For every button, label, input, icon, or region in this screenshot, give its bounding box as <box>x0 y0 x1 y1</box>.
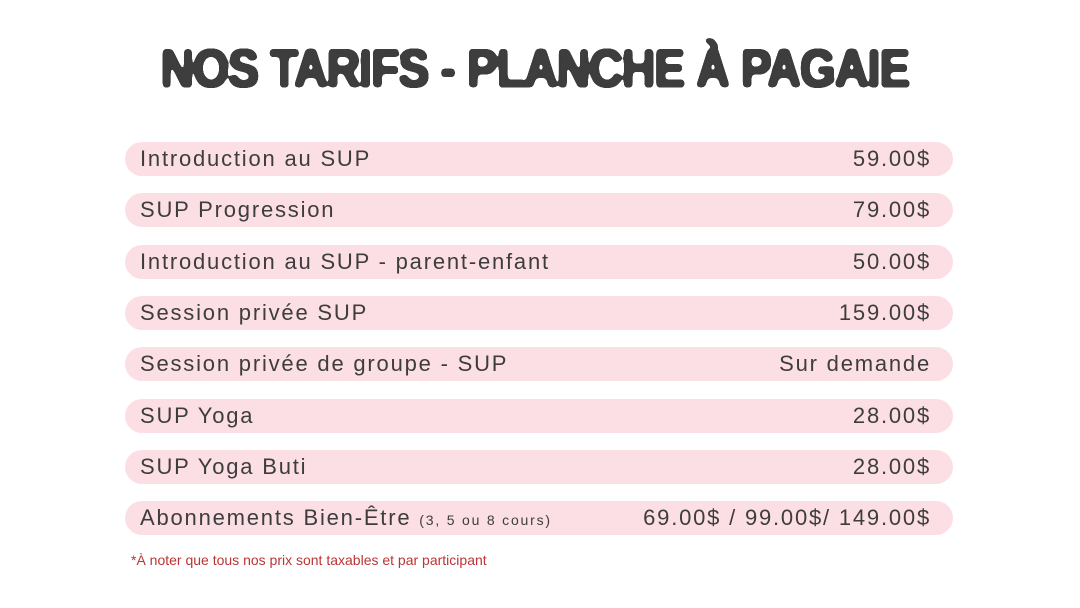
svg-text:NOS TARIFS - PLANCHE À PAGAIE: NOS TARIFS - PLANCHE À PAGAIE <box>161 39 910 99</box>
